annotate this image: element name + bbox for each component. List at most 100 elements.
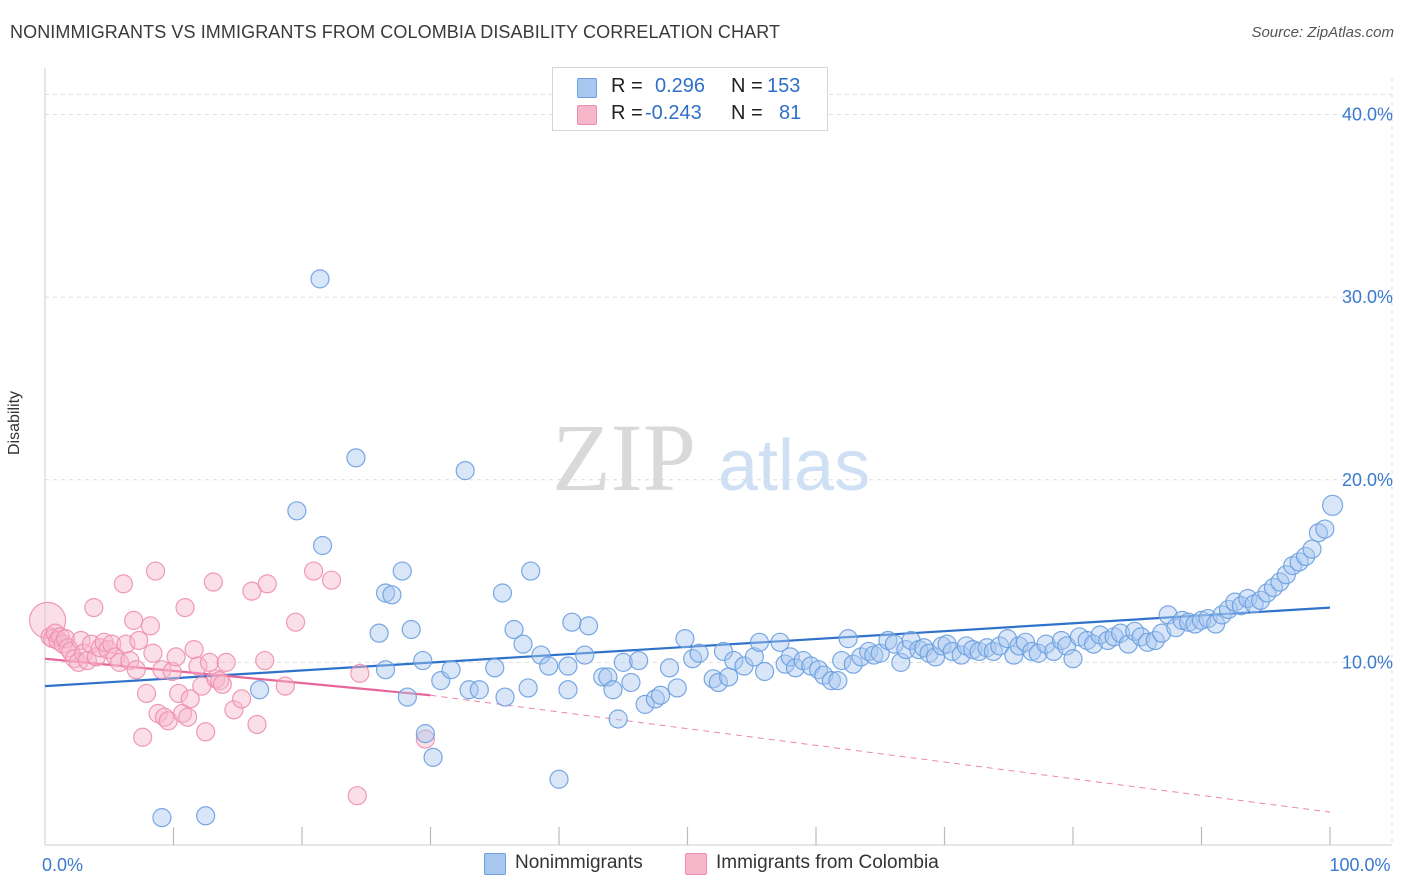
point-immigrants: [415, 729, 435, 749]
point-nonimmigrants: [1172, 610, 1192, 630]
point-immigrants: [232, 689, 252, 709]
point-immigrants: [216, 652, 236, 672]
point-immigrants: [203, 572, 223, 592]
point-nonimmigrants: [1270, 572, 1290, 592]
point-nonimmigrants: [997, 629, 1018, 649]
point-nonimmigrants: [392, 561, 412, 581]
correlation-legend: R = 0.296 N = 153 R = -0.243 N = 81: [552, 67, 828, 131]
point-immigrants: [224, 700, 244, 720]
point-immigrants: [255, 650, 275, 671]
point-nonimmigrants: [558, 680, 578, 700]
legend-swatch-nonimmigrants: [577, 78, 597, 98]
point-nonimmigrants: [821, 671, 842, 691]
point-nonimmigrants: [1063, 649, 1083, 669]
point-immigrants: [199, 652, 220, 672]
point-nonimmigrants: [785, 658, 806, 678]
legend-r-value: -0.243: [645, 102, 702, 124]
point-nonimmigrants: [667, 678, 687, 698]
point-nonimmigrants: [310, 269, 330, 289]
point-nonimmigrants: [539, 656, 559, 676]
legend-r-label: R =: [611, 75, 643, 97]
point-immigrants: [102, 634, 122, 654]
y-tick-label: 30.0%: [1342, 287, 1393, 307]
axes: [44, 68, 1392, 846]
point-immigrants: [169, 683, 189, 704]
point-nonimmigrants: [575, 645, 595, 665]
y-tick-label: 20.0%: [1342, 470, 1393, 490]
point-immigrants: [140, 616, 160, 636]
point-immigrants: [285, 612, 306, 632]
point-nonimmigrants: [459, 680, 479, 700]
point-nonimmigrants: [287, 501, 307, 521]
point-nonimmigrants: [1191, 610, 1212, 630]
point-immigrants: [303, 561, 324, 581]
point-nonimmigrants: [492, 583, 513, 603]
point-immigrants: [196, 722, 216, 742]
point-nonimmigrants: [1225, 592, 1245, 612]
point-immigrants: [116, 634, 136, 654]
point-immigrants: [124, 610, 144, 630]
point-nonimmigrants: [1145, 630, 1165, 651]
point-nonimmigrants: [613, 652, 633, 672]
point-nonimmigrants: [719, 667, 739, 687]
point-nonimmigrants: [629, 650, 649, 671]
point-nonimmigrants: [675, 629, 695, 649]
point-nonimmigrants: [843, 654, 863, 674]
point-nonimmigrants: [513, 634, 533, 654]
point-nonimmigrants: [369, 623, 389, 643]
point-immigrants: [178, 707, 198, 727]
point-immigrants: [154, 707, 175, 727]
data-points: [28, 269, 1344, 828]
point-immigrants: [321, 570, 342, 590]
point-nonimmigrants: [645, 689, 665, 709]
point-immigrants: [48, 630, 68, 651]
point-nonimmigrants: [1110, 623, 1131, 643]
point-nonimmigrants: [598, 667, 618, 687]
point-nonimmigrants: [708, 672, 728, 693]
point-immigrants: [129, 630, 149, 651]
point-nonimmigrants: [469, 680, 489, 700]
point-nonimmigrants: [518, 678, 538, 698]
point-nonimmigrants: [608, 709, 628, 729]
tick-labels: 10.0% 20.0% 30.0% 40.0% 0.0% 100.0%: [42, 105, 1393, 875]
point-nonimmigrants: [397, 687, 417, 707]
point-nonimmigrants: [650, 685, 671, 705]
point-immigrants: [180, 689, 200, 709]
watermark-zip: ZIP: [552, 404, 696, 511]
point-nonimmigrants: [413, 650, 433, 671]
point-nonimmigrants: [1308, 523, 1329, 543]
point-nonimmigrants: [562, 612, 582, 632]
legend-n-label: N =: [731, 75, 763, 97]
legend-r-label: R =: [611, 102, 643, 124]
point-nonimmigrants: [531, 645, 551, 665]
point-nonimmigrants: [659, 658, 680, 678]
point-immigrants: [126, 660, 146, 680]
point-immigrants: [275, 676, 295, 696]
legend-n-value: 81: [779, 102, 802, 124]
point-nonimmigrants: [1152, 623, 1172, 643]
point-nonimmigrants: [990, 636, 1010, 656]
point-nonimmigrants: [1218, 599, 1239, 620]
point-nonimmigrants: [549, 769, 569, 789]
point-nonimmigrants: [808, 660, 829, 680]
point-nonimmigrants: [578, 616, 599, 636]
bottom-legend-label: Nonimmigrants: [515, 852, 643, 873]
point-nonimmigrants: [415, 724, 435, 744]
point-nonimmigrants: [1036, 634, 1056, 654]
point-nonimmigrants: [832, 650, 852, 671]
point-nonimmigrants: [558, 656, 578, 676]
point-nonimmigrants: [1302, 539, 1322, 559]
point-nonimmigrants: [963, 639, 983, 660]
point-immigrants: [148, 703, 168, 724]
point-nonimmigrants: [838, 629, 858, 649]
point-immigrants: [113, 574, 133, 594]
point-nonimmigrants: [1321, 494, 1344, 516]
point-nonimmigrants: [1004, 645, 1024, 665]
point-immigrants: [162, 661, 182, 682]
x-tick-label: 0.0%: [42, 855, 83, 875]
point-nonimmigrants: [312, 535, 333, 556]
point-nonimmigrants: [1315, 519, 1335, 539]
point-nonimmigrants: [1137, 632, 1158, 652]
trend-line-immigrants: [44, 657, 431, 697]
point-nonimmigrants: [152, 808, 172, 828]
